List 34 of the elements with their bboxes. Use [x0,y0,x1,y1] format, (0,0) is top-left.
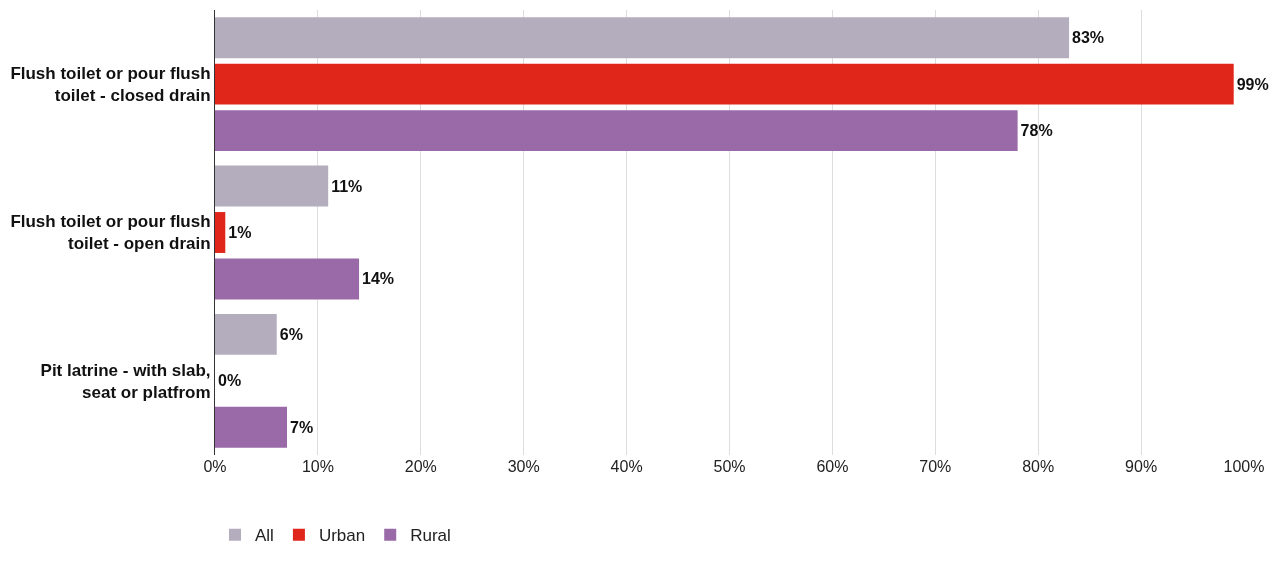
data-label: 14% [362,270,395,288]
bar [215,406,288,448]
bar [215,258,360,300]
bar [215,212,226,253]
data-label: 78% [1020,122,1053,140]
x-tick-label: 0% [203,458,227,475]
bar [215,17,1070,59]
y-tick-label: Pit latrine - with slab, seat or platfrom [40,360,211,402]
x-tick-label: 30% [507,458,540,475]
data-label: 11% [331,177,363,195]
data-label: 1% [228,224,252,241]
x-tick-label: 80% [1022,458,1055,475]
bar [215,110,1018,152]
legend-label: Rural [410,526,451,546]
x-tick-label: 40% [610,458,643,475]
y-tick-label: Flush toilet or pour flush toilet - open drain [10,212,211,254]
x-tick-label: 20% [404,458,437,475]
x-tick-label: 100% [1223,458,1265,475]
data-label: 6% [279,325,303,343]
x-tick-label: 90% [1125,458,1158,475]
data-label: 99% [1236,75,1269,93]
bar [215,313,277,355]
x-tick-label: 50% [713,458,746,475]
bar [215,165,329,207]
legend-label: All [255,526,274,546]
legend-label: Urban [318,526,366,546]
data-label: 7% [290,418,314,436]
y-tick-label: Flush toilet or pour flush toilet - closed drain [10,64,211,106]
bar [215,63,1234,105]
x-tick-label: 70% [919,458,952,475]
data-label: 0% [218,372,242,390]
data-label: 83% [1072,29,1105,47]
x-tick-label: 60% [816,458,849,475]
x-tick-label: 10% [301,458,334,475]
